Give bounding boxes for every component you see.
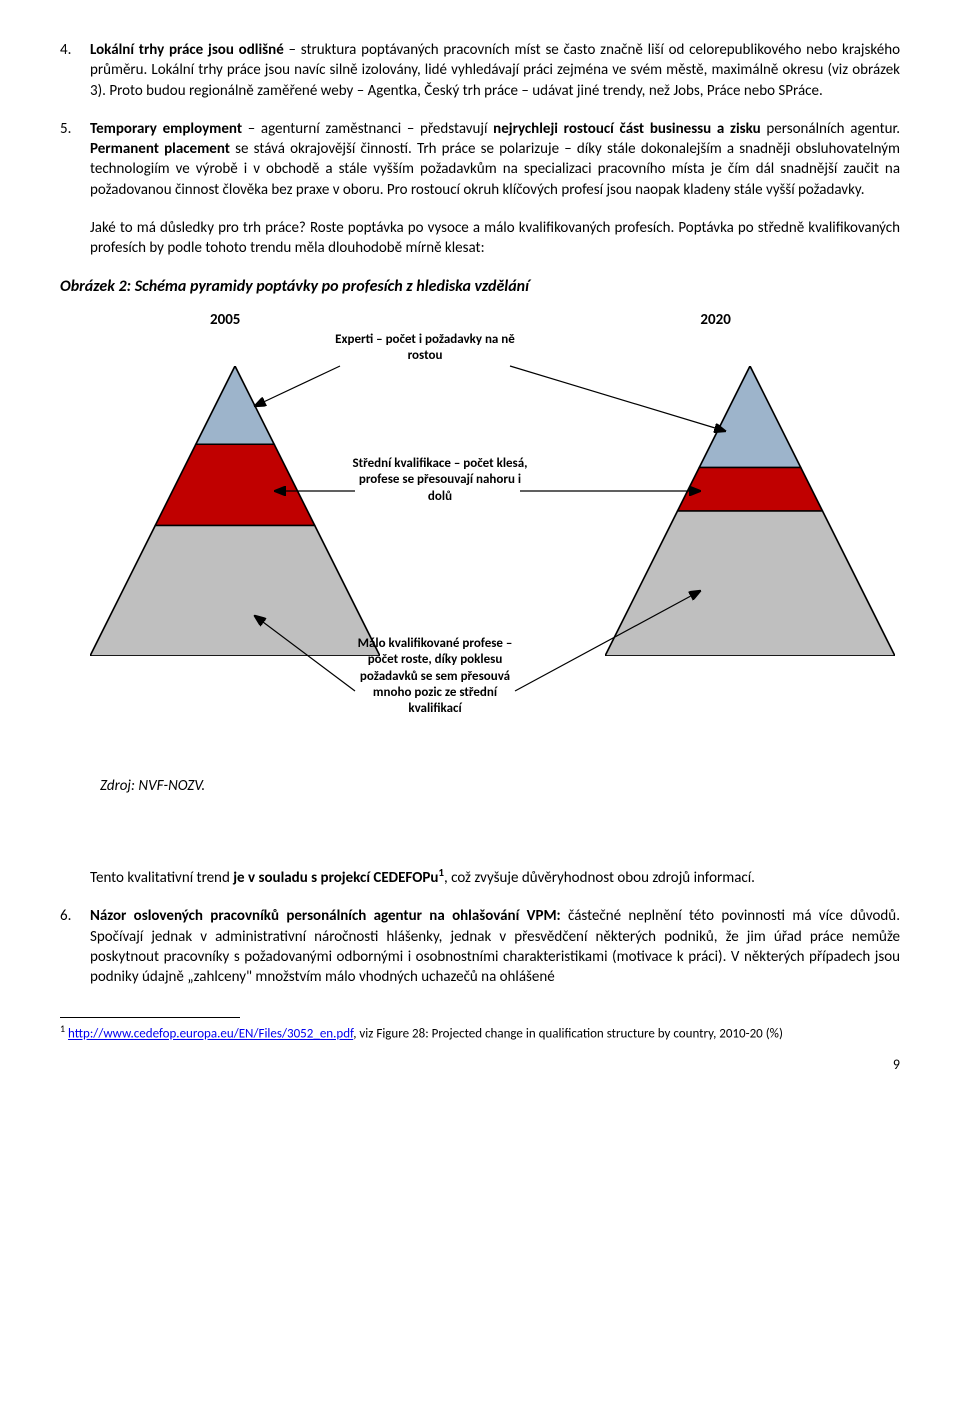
footnote-rule	[60, 1017, 240, 1018]
item-body: Temporary employment – agenturní zaměstn…	[90, 119, 900, 200]
list-item-5: 5. Temporary employment – agenturní zamě…	[60, 119, 900, 200]
year-labels: 2005 2020	[60, 310, 900, 330]
year-2005: 2005	[210, 310, 240, 330]
item5-b2: nejrychleji rostoucí část businessu a zi…	[493, 120, 761, 138]
item-number: 4.	[60, 40, 90, 101]
concl-post: , což zvyšuje důvěryhodnost obou zdrojů …	[444, 869, 755, 887]
item5-t2: personálních agentur.	[761, 120, 900, 138]
paragraph-question: Jaké to má důsledky pro trh práce? Roste…	[90, 218, 900, 259]
arrows-svg	[60, 336, 930, 846]
item-body: Lokální trhy práce jsou odlišné – strukt…	[90, 40, 900, 101]
item-body: Názor oslovených pracovníků personálních…	[90, 906, 900, 987]
list-item-6: 6. Názor oslovených pracovníků personáln…	[60, 906, 900, 987]
pyramid-diagram: Experti – počet i požadavky na ně rostou…	[60, 336, 900, 846]
concl-bold: je v souladu s projekcí CEDEFOPu	[233, 869, 438, 887]
item-number: 5.	[60, 119, 90, 200]
footnote-number: 1	[60, 1022, 65, 1035]
item5-b3: Permanent placement	[90, 140, 230, 158]
item-number: 6.	[60, 906, 90, 987]
item5-b1: Temporary employment	[90, 120, 242, 138]
list-item-4: 4. Lokální trhy práce jsou odlišné – str…	[60, 40, 900, 101]
page-number: 9	[60, 1056, 900, 1075]
figure-title: Obrázek 2: Schéma pyramidy poptávky po p…	[60, 276, 900, 298]
footnote: 1 http://www.cedefop.europa.eu/EN/Files/…	[60, 1022, 900, 1043]
figure-source: Zdroj: NVF-NOZV.	[100, 776, 205, 796]
conclusion-paragraph: Tento kvalitativní trend je v souladu s …	[90, 866, 900, 888]
footnote-link[interactable]: http://www.cedefop.europa.eu/EN/Files/30…	[68, 1027, 353, 1042]
item4-lead: Lokální trhy práce jsou odlišné	[90, 41, 284, 59]
concl-pre: Tento kvalitativní trend	[90, 869, 233, 887]
year-2020: 2020	[700, 310, 730, 330]
item5-t1: – agenturní zaměstnanci – představují	[242, 120, 493, 138]
footnote-rest: , viz Figure 28: Projected change in qua…	[353, 1027, 783, 1042]
item6-bold: Názor oslovených pracovníků personálních…	[90, 907, 561, 925]
